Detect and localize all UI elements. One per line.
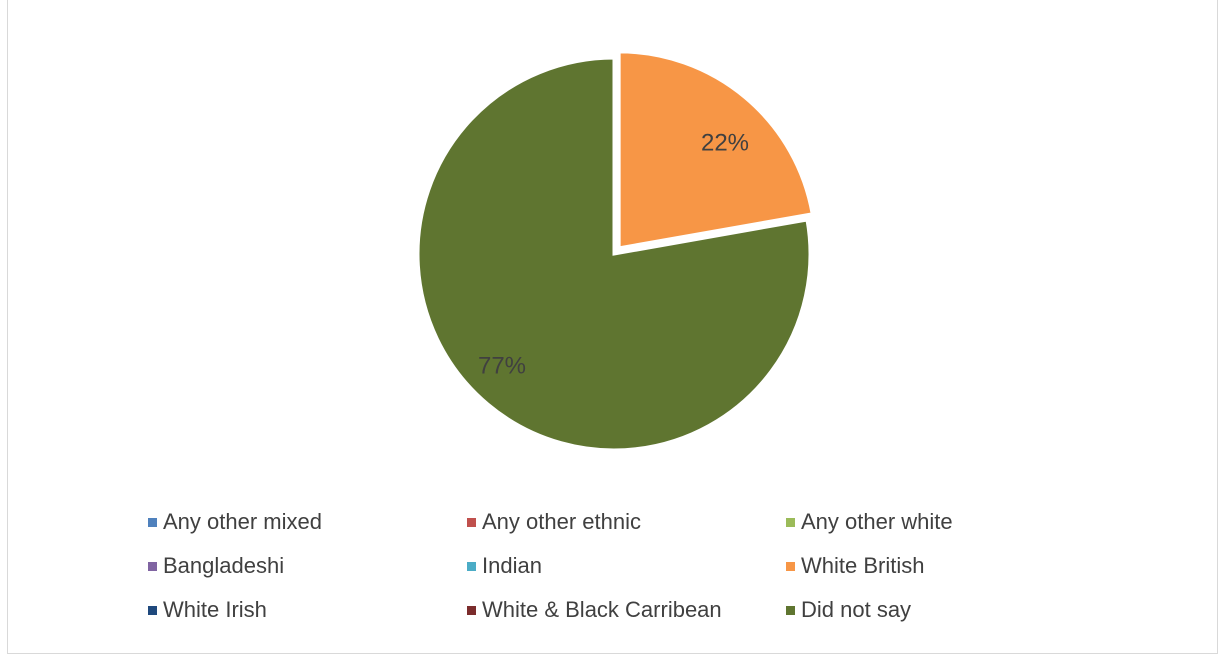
pie-slice-white-british <box>617 50 814 250</box>
data-label-white-british: 22% <box>701 129 749 156</box>
data-label-did-not-say: 77% <box>478 352 526 379</box>
pie-slice-did-not-say <box>416 56 812 452</box>
